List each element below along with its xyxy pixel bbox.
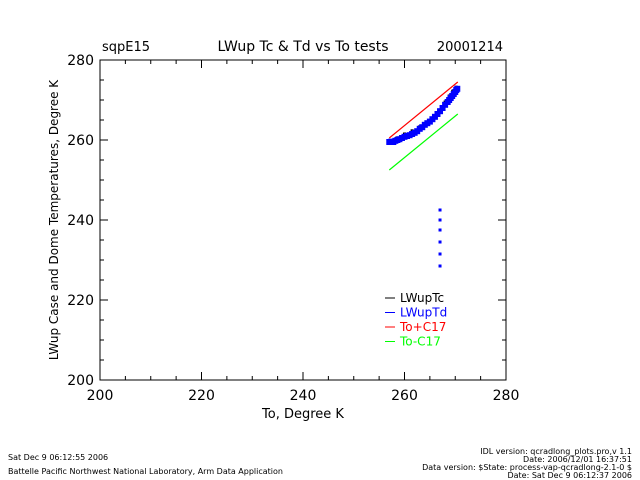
data-point-lwuptd bbox=[438, 218, 442, 222]
legend-label-tominusc17: To-C17 bbox=[399, 335, 441, 349]
legend-label-toplusc17: To+C17 bbox=[399, 320, 446, 334]
data-point-lwuptd bbox=[454, 85, 461, 92]
y-tick-label: 220 bbox=[67, 293, 94, 309]
y-tick-label: 260 bbox=[67, 133, 94, 149]
series-tominusc17 bbox=[388, 113, 459, 171]
x-tick-label: 280 bbox=[493, 388, 520, 404]
data-point-lwuptd bbox=[438, 208, 442, 212]
series-toplusc17 bbox=[388, 81, 459, 139]
legend-label-lwuptc: LWupTc bbox=[400, 291, 444, 305]
x-tick-label: 200 bbox=[87, 388, 114, 404]
data-point-lwuptd bbox=[438, 252, 442, 256]
series-line-tominusc17 bbox=[388, 113, 459, 171]
date-label: 20001214 bbox=[437, 40, 503, 55]
x-tick-label: 220 bbox=[188, 388, 215, 404]
y-tick-label: 200 bbox=[67, 373, 94, 389]
data-point-lwuptd bbox=[437, 108, 444, 115]
footer-timestamp: Sat Dec 9 06:12:55 2006 bbox=[8, 453, 109, 462]
footer-data-version: Data version: $State: process-vap-qcradl… bbox=[422, 463, 632, 472]
footer-data-date: Date: Sat Dec 9 06:12:37 2006 bbox=[507, 471, 632, 480]
series-lwuptd bbox=[386, 85, 461, 268]
x-tick-label: 240 bbox=[290, 388, 317, 404]
data-point-lwuptd bbox=[439, 105, 446, 111]
data-point-lwuptd bbox=[438, 264, 442, 268]
x-tick-label: 260 bbox=[391, 388, 418, 404]
y-tick-label: 280 bbox=[67, 53, 94, 69]
series-layer bbox=[386, 81, 461, 268]
series-lwuptc bbox=[388, 85, 458, 143]
data-point-lwuptd bbox=[438, 228, 442, 232]
axis-ticks bbox=[99, 59, 507, 381]
site-label: sqpE15 bbox=[102, 40, 150, 55]
footer-idl-date: Date: 2006/12/01 16:37:51 bbox=[523, 455, 632, 464]
chart-title: LWup Tc & Td vs To tests bbox=[217, 39, 388, 55]
y-tick-label: 240 bbox=[67, 213, 94, 229]
y-axis-label: LWup Case and Dome Temperatures, Degree … bbox=[47, 79, 61, 360]
axis-tick-labels: 200 220 240 260 280 200 220 240 260 280 bbox=[67, 53, 519, 404]
footer-credit: Battelle Pacific Northwest National Labo… bbox=[8, 467, 283, 476]
footer-idl-version: IDL version: qcradlong_plots.pro,v 1.1 bbox=[480, 447, 632, 456]
data-point-lwuptd bbox=[438, 240, 442, 244]
x-axis-label: To, Degree K bbox=[261, 407, 344, 422]
legend-label-lwuptd: LWupTd bbox=[400, 306, 447, 320]
series-line-toplusc17 bbox=[388, 81, 459, 139]
